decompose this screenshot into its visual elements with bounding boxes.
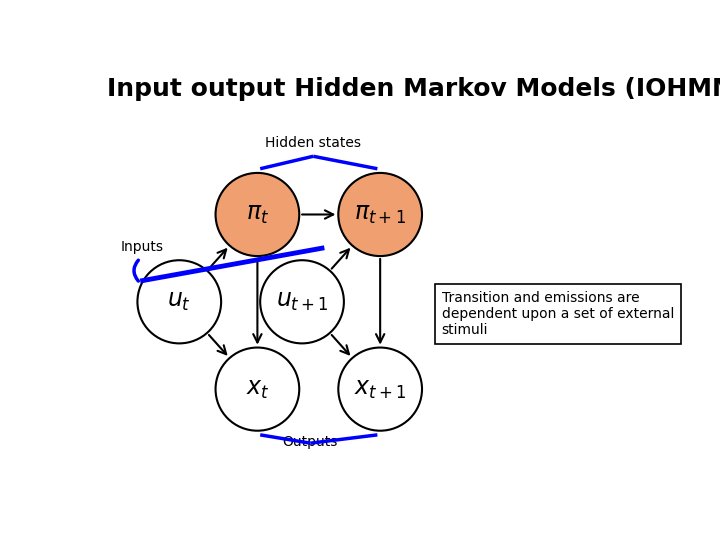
Text: $\pi_{t+1}$: $\pi_{t+1}$ [354,203,406,226]
Ellipse shape [338,348,422,431]
Text: $x_t$: $x_t$ [246,377,269,401]
Ellipse shape [138,260,221,343]
Ellipse shape [215,348,300,431]
Ellipse shape [215,173,300,256]
Text: Inputs: Inputs [121,240,163,254]
Ellipse shape [338,173,422,256]
Text: Hidden states: Hidden states [265,136,361,150]
Text: Input output Hidden Markov Models (IOHMM): Input output Hidden Markov Models (IOHMM… [107,77,720,102]
Ellipse shape [260,260,344,343]
Text: Transition and emissions are
dependent upon a set of external
stimuli: Transition and emissions are dependent u… [441,291,674,338]
Text: $u_{t+1}$: $u_{t+1}$ [276,291,328,313]
Text: $u_t$: $u_t$ [167,291,192,313]
Text: $x_{t+1}$: $x_{t+1}$ [354,377,406,401]
Text: Outputs: Outputs [283,435,338,449]
Text: $\pi_t$: $\pi_t$ [246,203,269,226]
